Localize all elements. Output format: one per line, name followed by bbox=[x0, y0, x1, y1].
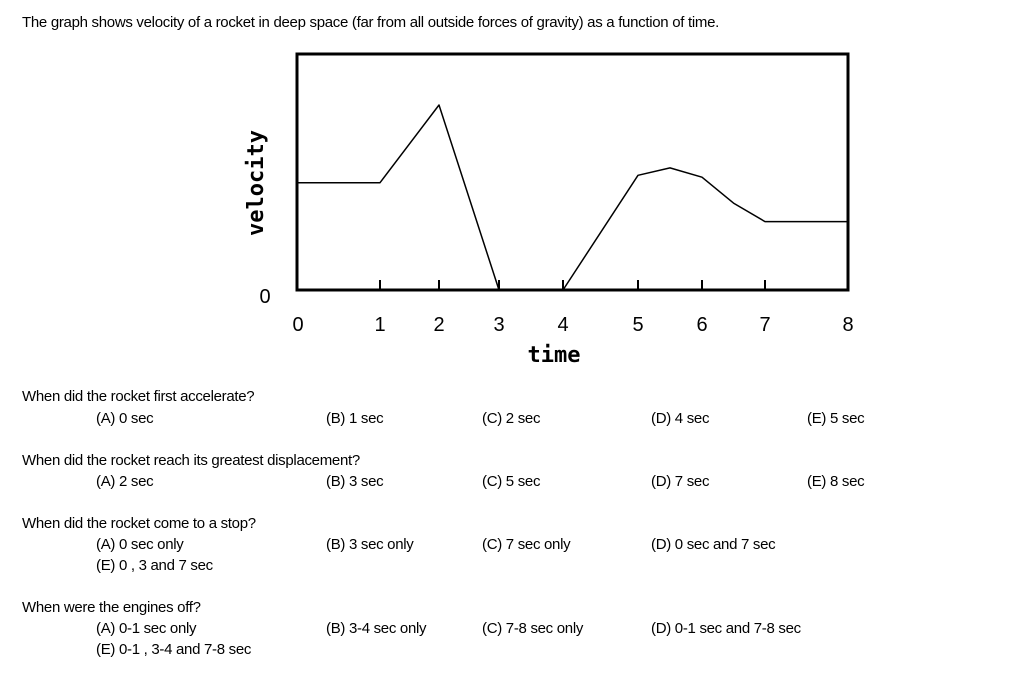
x-tick-label-8: 8 bbox=[842, 314, 853, 336]
x-tick-label-0: 0 bbox=[292, 314, 303, 336]
q2-option-b[interactable]: (B) 3 sec bbox=[326, 473, 384, 490]
x-tick-label-3: 3 bbox=[493, 314, 504, 336]
question-3-stem: When did the rocket come to a stop? bbox=[22, 515, 256, 532]
x-tick-label-2: 2 bbox=[433, 314, 444, 336]
q4-option-c[interactable]: (C) 7-8 sec only bbox=[482, 620, 584, 637]
q2-option-d[interactable]: (D) 7 sec bbox=[651, 473, 710, 490]
question-2: When did the rocket reach its greatest d… bbox=[22, 452, 360, 469]
y-tick-label-0: 0 bbox=[259, 286, 270, 308]
q4-option-d[interactable]: (D) 0-1 sec and 7-8 sec bbox=[651, 620, 801, 637]
q1-option-a[interactable]: (A) 0 sec bbox=[96, 410, 154, 427]
question-2-stem: When did the rocket reach its greatest d… bbox=[22, 452, 360, 469]
plot-frame bbox=[295, 52, 850, 292]
q1-option-e[interactable]: (E) 5 sec bbox=[807, 410, 865, 427]
q4-option-a[interactable]: (A) 0-1 sec only bbox=[96, 620, 197, 637]
intro-text: The graph shows velocity of a rocket in … bbox=[22, 14, 719, 31]
velocity-line bbox=[298, 104, 848, 291]
x-tick-label-4: 4 bbox=[557, 314, 568, 336]
x-axis-label: time bbox=[528, 343, 581, 368]
x-axis-tick-labels: 0 1 2 3 4 5 6 7 8 bbox=[292, 314, 853, 336]
q3-option-d[interactable]: (D) 0 sec and 7 sec bbox=[651, 536, 776, 553]
q1-option-d[interactable]: (D) 4 sec bbox=[651, 410, 710, 427]
x-tick-label-7: 7 bbox=[759, 314, 770, 336]
q2-option-c[interactable]: (C) 5 sec bbox=[482, 473, 541, 490]
q4-option-b[interactable]: (B) 3-4 sec only bbox=[326, 620, 427, 637]
velocity-time-chart: 0 1 2 3 4 5 6 7 8 0 time velocity bbox=[244, 52, 854, 368]
question-3: When did the rocket come to a stop? bbox=[22, 515, 256, 532]
q2-option-e[interactable]: (E) 8 sec bbox=[807, 473, 865, 490]
question-4-stem: When were the engines off? bbox=[22, 599, 201, 616]
q4-option-e[interactable]: (E) 0-1 , 3-4 and 7-8 sec bbox=[96, 641, 252, 658]
q3-option-c[interactable]: (C) 7 sec only bbox=[482, 536, 571, 553]
q3-option-b[interactable]: (B) 3 sec only bbox=[326, 536, 414, 553]
x-tick-label-5: 5 bbox=[632, 314, 643, 336]
x-tick-label-6: 6 bbox=[696, 314, 707, 336]
q2-option-a[interactable]: (A) 2 sec bbox=[96, 473, 154, 490]
q1-option-c[interactable]: (C) 2 sec bbox=[482, 410, 541, 427]
x-tick-label-1: 1 bbox=[374, 314, 385, 336]
y-axis-label: velocity bbox=[244, 130, 269, 236]
question-1: When did the rocket first accelerate? bbox=[22, 388, 255, 405]
question-4: When were the engines off? bbox=[22, 599, 201, 616]
q3-option-a[interactable]: (A) 0 sec only bbox=[96, 536, 184, 553]
question-1-stem: When did the rocket first accelerate? bbox=[22, 388, 255, 405]
q1-option-b[interactable]: (B) 1 sec bbox=[326, 410, 384, 427]
q3-option-e[interactable]: (E) 0 , 3 and 7 sec bbox=[96, 557, 213, 574]
